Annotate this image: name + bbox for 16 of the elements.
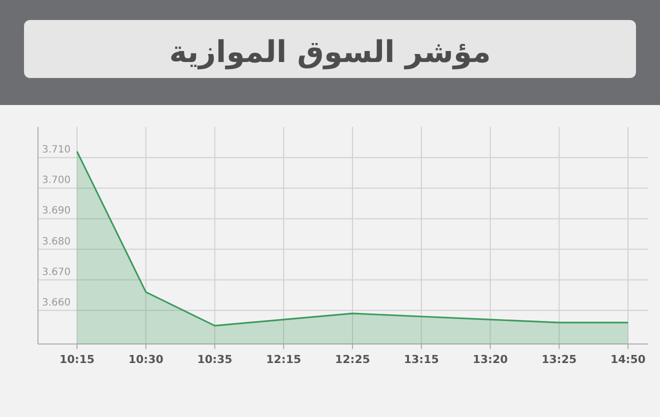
y-tick-label: 3.670 [42,266,71,278]
x-tick-label: 12:25 [334,353,370,366]
y-tick-label: 3.680 [42,236,71,248]
x-tick-label: 12:15 [266,353,302,366]
x-tick-label: 13:15 [404,353,439,366]
x-tick-label: 10:35 [197,353,232,366]
y-tick-label: 3.710 [42,144,71,156]
y-tick-label: 3.700 [42,175,71,186]
x-tick-label: 10:30 [128,353,164,366]
y-tick-label: 3.660 [42,297,71,308]
x-tick-label: 14:50 [610,353,646,366]
y-tick-label: 3.690 [42,206,71,217]
x-tick-label: 13:20 [472,353,508,366]
x-tick-label: 13:25 [542,353,577,366]
x-tick-label: 10:15 [59,353,95,366]
chart-title: مؤشر السوق الموازية [169,35,491,70]
